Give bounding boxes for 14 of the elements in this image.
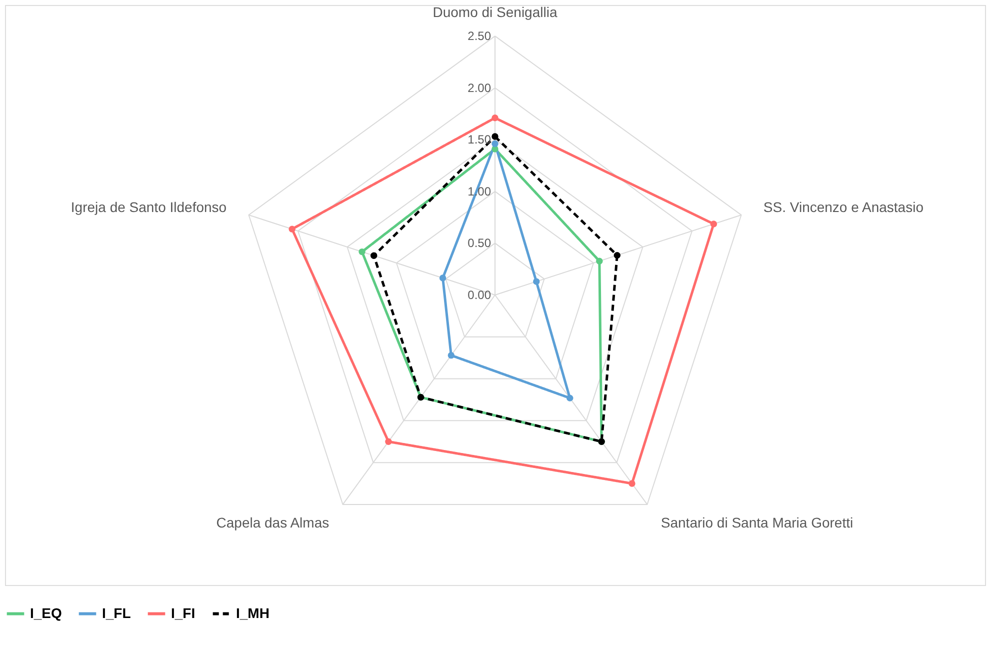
spoke-label: Santario di Santa Maria Goretti	[660, 514, 854, 530]
legend-label: I_FL	[102, 604, 132, 621]
legend-label: I_MH	[236, 604, 270, 621]
y-tick-label: 0.50	[468, 236, 492, 250]
spoke-label: Igreja de Santo Ildefonso	[70, 198, 227, 215]
spoke-label: Capela das Almas	[216, 514, 330, 530]
y-tick-label: 0.00	[468, 288, 492, 302]
legend-label: I_EQ	[30, 604, 62, 621]
legend-label: I_FI	[171, 604, 196, 621]
spoke-label: SS. Vincenzo e Anastasio	[763, 198, 924, 215]
y-tick-label: 1.50	[468, 132, 492, 147]
y-tick-label: 2.00	[468, 80, 492, 95]
y-tick-label: 2.50	[468, 29, 492, 44]
spoke-label: Duomo di Senigallia	[432, 4, 558, 20]
